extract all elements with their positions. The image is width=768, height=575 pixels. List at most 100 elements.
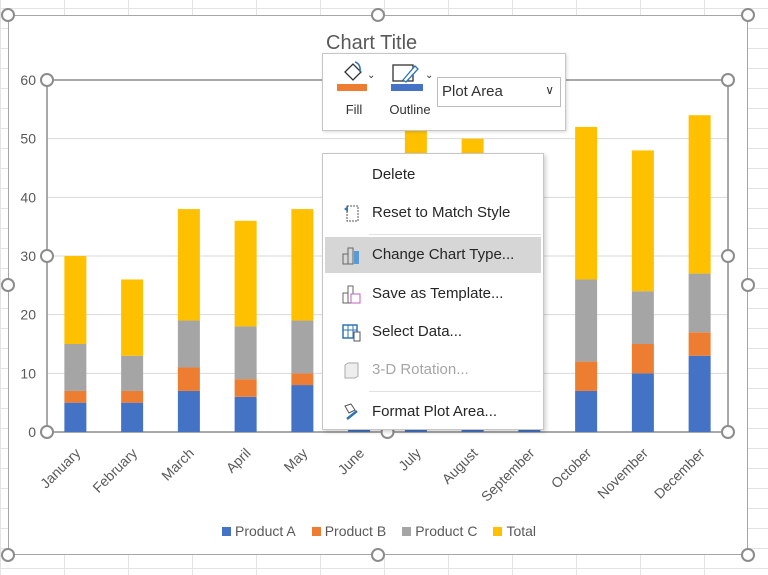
outline-color-swatch	[391, 84, 423, 91]
y-tick-label: 20	[20, 307, 36, 323]
x-tick-label: May	[280, 445, 310, 475]
pen-outline-icon: ⌄	[391, 64, 433, 91]
bar-product-b[interactable]	[64, 390, 87, 403]
bar-product-c[interactable]	[291, 320, 314, 374]
plot-resize-handle[interactable]	[40, 73, 54, 87]
bar-product-a[interactable]	[291, 385, 314, 432]
bar-product-b[interactable]	[234, 379, 257, 397]
bar-product-b[interactable]	[121, 390, 144, 403]
bar-total[interactable]	[575, 126, 598, 280]
bar-product-a[interactable]	[688, 355, 711, 432]
menu-item-label: Delete	[372, 166, 416, 183]
bar-total[interactable]	[234, 220, 257, 327]
chart-resize-handle[interactable]	[741, 8, 755, 22]
bar-total[interactable]	[291, 209, 314, 321]
bar-total[interactable]	[64, 256, 87, 344]
bar-product-c[interactable]	[631, 291, 654, 344]
menu-item-delete[interactable]: Delete	[325, 157, 541, 193]
plot-resize-handle[interactable]	[40, 425, 54, 439]
bar-product-c[interactable]	[688, 273, 711, 333]
svg-text:⌄: ⌄	[367, 70, 375, 81]
chart-resize-handle[interactable]	[741, 278, 755, 292]
menu-item-label: 3-D Rotation...	[372, 361, 469, 378]
bar-product-c[interactable]	[177, 320, 200, 368]
plot-resize-handle[interactable]	[721, 249, 735, 263]
legend-swatch	[222, 526, 231, 536]
mini-toolbar: ⌄ Fill ⌄ Outline Plot Area ∨	[322, 53, 566, 131]
menu-item-3d-rotation: 3-D Rotation...	[325, 352, 541, 388]
paint-bucket-icon: ⌄	[337, 61, 375, 91]
chart-type-icon	[342, 247, 359, 265]
legend-swatch	[311, 526, 321, 536]
plot-resize-handle[interactable]	[721, 73, 735, 87]
legend-label: Product A	[235, 523, 296, 539]
bar-total[interactable]	[631, 150, 654, 292]
bar-product-a[interactable]	[234, 396, 257, 432]
menu-item-save-as-template[interactable]: Save as Template...	[325, 276, 541, 312]
bar-product-b[interactable]	[688, 332, 711, 356]
bar-product-c[interactable]	[64, 344, 87, 391]
bar-product-c[interactable]	[234, 326, 257, 380]
bar-product-a[interactable]	[64, 402, 87, 432]
bar-product-b[interactable]	[575, 361, 598, 391]
menu-item-label: Format Plot Area...	[372, 403, 498, 420]
chart-resize-handle[interactable]	[371, 548, 385, 562]
menu-item-label: Select Data...	[372, 323, 463, 340]
legend-item-total[interactable]: Total	[493, 523, 536, 539]
menu-item-label: Save as Template...	[372, 285, 504, 302]
legend-item-product-c[interactable]: Product C	[402, 523, 477, 539]
y-tick-label: 40	[20, 189, 36, 205]
x-tick-label: August	[439, 445, 481, 487]
bar-total[interactable]	[121, 279, 144, 356]
legend-item-product-a[interactable]: Product A	[222, 523, 296, 539]
bar-total[interactable]	[177, 209, 200, 321]
bar-product-a[interactable]	[631, 373, 654, 432]
fill-label: Fill	[345, 102, 363, 117]
chart-element-value: Plot Area	[442, 83, 503, 100]
y-tick-label: 60	[20, 72, 36, 88]
chart-resize-handle[interactable]	[741, 548, 755, 562]
bar-product-b[interactable]	[177, 367, 200, 391]
chart-resize-handle[interactable]	[1, 278, 15, 292]
plot-resize-handle[interactable]	[721, 425, 735, 439]
menu-item-label: Reset to Match Style	[372, 204, 511, 221]
reset-style-icon	[344, 205, 359, 222]
x-tick-label: March	[158, 445, 197, 484]
fill-button[interactable]: ⌄ Fill	[333, 58, 375, 118]
bar-product-b[interactable]	[631, 344, 654, 374]
outline-button[interactable]: ⌄ Outline	[385, 58, 435, 118]
plot-resize-handle[interactable]	[40, 249, 54, 263]
chart-resize-handle[interactable]	[1, 8, 15, 22]
legend-label: Total	[506, 523, 537, 539]
bar-product-c[interactable]	[575, 279, 598, 362]
chart-element-select[interactable]: Plot Area ∨	[437, 77, 561, 107]
fill-color-swatch	[337, 84, 367, 91]
x-tick-label: October	[548, 445, 595, 492]
bar-total[interactable]	[688, 115, 711, 274]
bar-product-b[interactable]	[291, 373, 314, 386]
chart-resize-handle[interactable]	[1, 548, 15, 562]
bar-product-a[interactable]	[121, 402, 144, 432]
x-tick-label: January	[37, 445, 84, 492]
chart-title[interactable]: Chart Title	[326, 32, 418, 54]
y-tick-label: 10	[20, 365, 36, 381]
bar-product-a[interactable]	[575, 390, 598, 432]
menu-item-select-data[interactable]: Select Data...	[325, 314, 541, 350]
save-template-icon	[342, 285, 361, 304]
bar-product-c[interactable]	[121, 355, 144, 391]
legend-swatch	[402, 526, 412, 536]
select-data-icon	[342, 324, 361, 342]
outline-label: Outline	[389, 102, 431, 117]
x-tick-label: September	[478, 445, 538, 505]
menu-item-reset-to-match-style[interactable]: Reset to Match Style	[325, 195, 541, 231]
legend-swatch	[493, 526, 503, 536]
svg-text:⌄: ⌄	[425, 70, 433, 81]
menu-item-format-plot-area[interactable]: Format Plot Area...	[325, 394, 541, 430]
legend-item-product-b[interactable]: Product B	[311, 523, 386, 539]
format-plot-area-icon	[344, 403, 358, 420]
bar-product-a[interactable]	[177, 390, 200, 432]
chart-resize-handle[interactable]	[371, 8, 385, 22]
menu-item-change-chart-type[interactable]: Change Chart Type...	[325, 237, 541, 273]
y-tick-label: 0	[28, 424, 36, 440]
chart-legend[interactable]: Product A Product B Product C Total	[222, 523, 536, 539]
